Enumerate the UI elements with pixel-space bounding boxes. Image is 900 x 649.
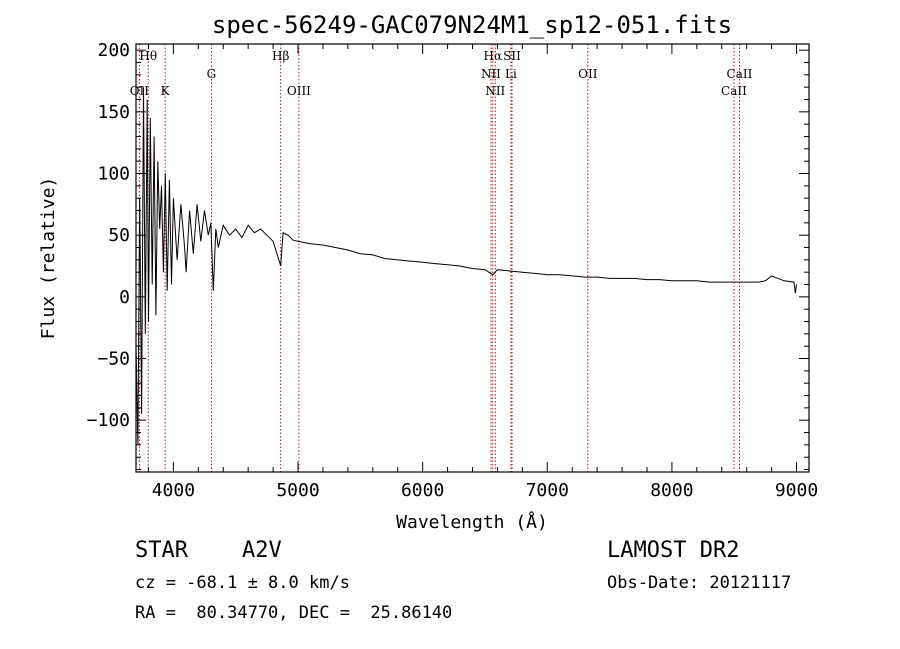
line-label-12: CaII: [727, 67, 753, 81]
line-label-4: Hβ: [272, 49, 289, 63]
line-label-9: Li: [505, 67, 517, 81]
x-tick-label: 7000: [526, 480, 569, 501]
x-axis-label: Wavelength (Å): [396, 511, 548, 533]
line-label-6: Hα: [484, 49, 503, 63]
line-label-13: CaII: [721, 84, 747, 98]
line-label-2: K: [161, 84, 171, 98]
line-label-7: SII: [503, 49, 521, 63]
y-tick-label: 100: [97, 164, 130, 185]
object-subclass: A2V: [242, 538, 282, 563]
x-tick-label: 5000: [276, 480, 319, 501]
line-label-1: OII: [130, 84, 150, 98]
object-class: STAR: [135, 538, 188, 563]
redshift-cz: cz = -68.1 ± 8.0 km/s: [135, 573, 350, 593]
y-tick-label: 150: [97, 102, 130, 123]
y-tick-label: −100: [87, 410, 130, 431]
y-tick-label: 200: [97, 40, 130, 61]
line-label-10: NII: [485, 84, 505, 98]
survey-name: LAMOST DR2: [607, 538, 740, 563]
y-axis-label: Flux (relative): [38, 177, 59, 340]
line-label-0: Hθ: [139, 49, 157, 63]
line-label-11: OII: [578, 67, 598, 81]
plot-frame: [135, 43, 810, 473]
axis-ticks: 4000 5000 6000 7000 8000 9000 −100 −50 0 50 100 150…: [87, 40, 819, 501]
x-tick-label: 6000: [401, 480, 444, 501]
y-tick-label: 0: [119, 287, 130, 308]
line-label-8: NII: [481, 67, 501, 81]
line-label-3: G: [207, 67, 217, 81]
spectrum-series: [135, 87, 797, 445]
obs-date: Obs-Date: 20121117: [607, 573, 792, 593]
x-tick-label: 8000: [650, 480, 693, 501]
spectrum-line-0: [135, 87, 797, 445]
coordinates: RA = 80.34770, DEC = 25.86140: [135, 603, 453, 623]
x-tick-label: 4000: [152, 480, 195, 501]
line-label-5: OIII: [287, 84, 311, 98]
x-tick-label: 9000: [775, 480, 818, 501]
y-tick-label: −50: [97, 349, 130, 370]
chart-title: spec-56249-GAC079N24M1_sp12-051.fits: [212, 11, 732, 39]
y-tick-label: 50: [108, 225, 130, 246]
